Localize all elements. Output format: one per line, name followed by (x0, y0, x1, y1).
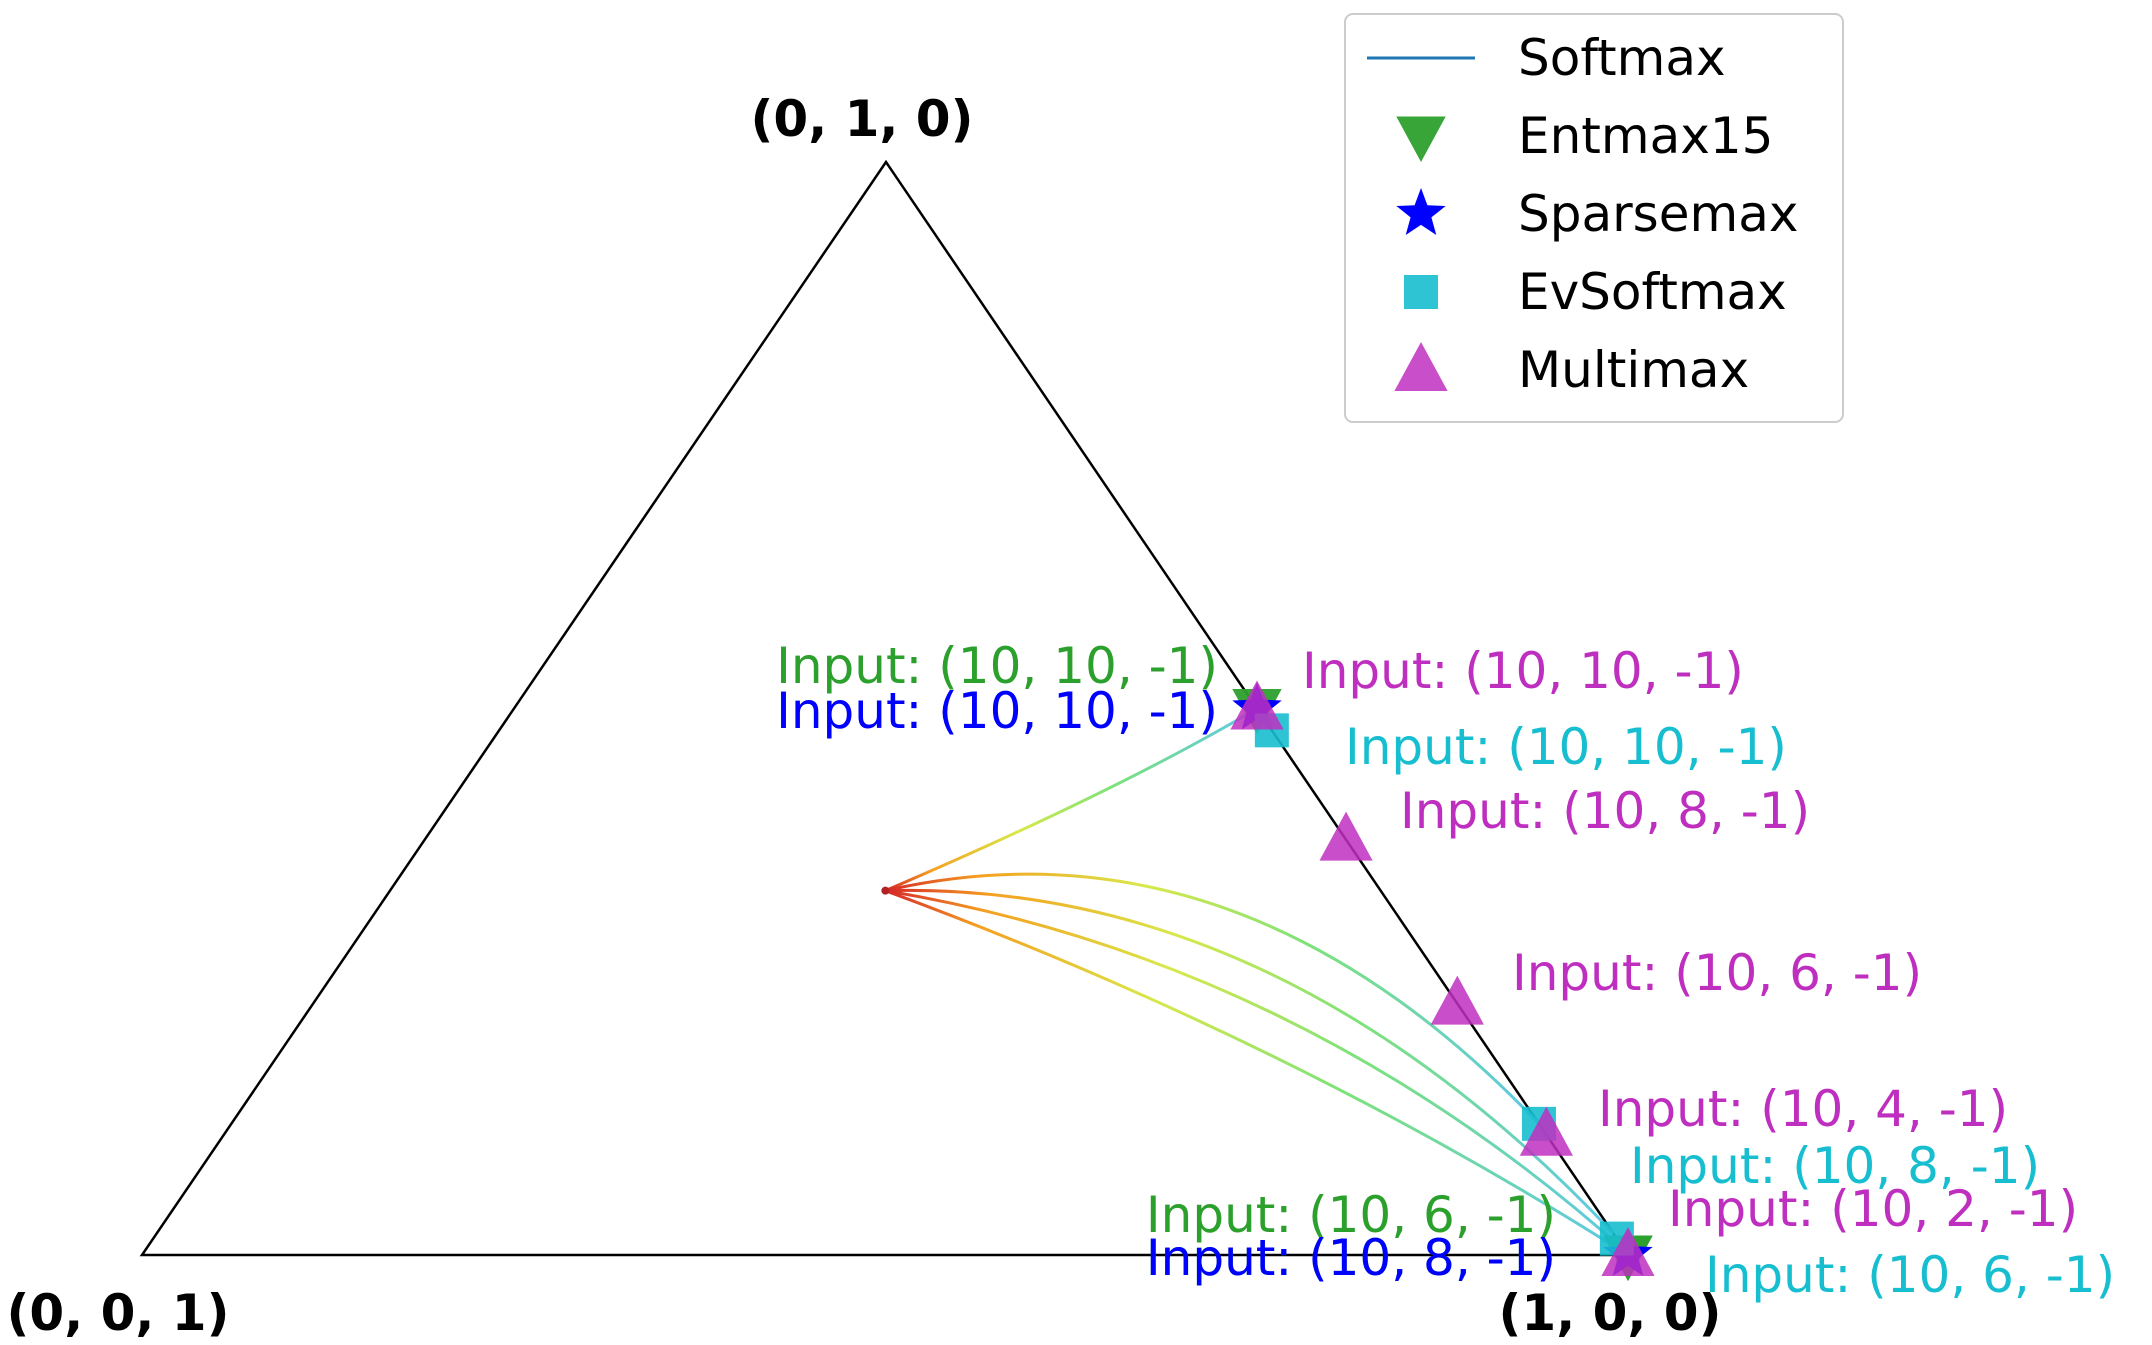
annotation-label: Input: (10, 8, -1) (1146, 1229, 1556, 1287)
legend-label: Multimax (1518, 341, 1749, 399)
annotation-label: Input: (10, 6, -1) (1146, 1186, 1556, 1244)
annotation-label: Input: (10, 6, -1) (1512, 944, 1922, 1002)
legend-entry: Softmax (1367, 29, 1726, 87)
legend: Softmax Entmax15 Sparsemax EvSoftmax Multima… (1344, 13, 1844, 423)
legend-label: Softmax (1518, 29, 1726, 87)
multimax-point (1230, 680, 1284, 730)
annotation-label: Input: (10, 2, -1) (1668, 1180, 2078, 1238)
softmax-path (885, 889, 1627, 1253)
annotation-label: Input: (10, 4, -1) (1598, 1080, 2008, 1138)
annotation-label: Input: (10, 8, -1) (1630, 1137, 2040, 1195)
annotation-label: Input: (10, 8, -1) (1400, 782, 1810, 840)
series-markers (1230, 680, 1655, 1281)
vertex-label-bottom-right: (1, 0, 0) (1499, 1284, 1722, 1342)
softmax-path (885, 872, 1541, 1125)
multimax-point (1519, 1106, 1573, 1156)
legend-label: Sparsemax (1518, 185, 1798, 243)
softmax-start-point (881, 886, 890, 895)
annotation-label: Input: (10, 8, -1) (1146, 1229, 1556, 1287)
legend-marker-swatch (1404, 275, 1438, 309)
softmax-paths (881, 707, 1629, 1257)
vertex-label-bottom-left: (0, 0, 1) (7, 1284, 230, 1342)
vertex-label-top: (0, 1, 0) (751, 90, 974, 148)
legend-marker-swatch (1394, 342, 1448, 391)
legend-marker-swatch (1396, 116, 1446, 162)
annotation-label: Input: (10, 6, -1) (1705, 1246, 2115, 1304)
legend-entry: Entmax15 (1396, 107, 1773, 165)
legend-entry: Sparsemax (1396, 185, 1798, 243)
softmax-path (884, 707, 1258, 893)
legend-entry: Multimax (1394, 341, 1749, 399)
legend-frame (1344, 13, 1844, 423)
annotation-label: Input: (10, 10, -1) (1345, 718, 1787, 776)
legend-label: EvSoftmax (1518, 263, 1787, 321)
annotation-label: Input: (10, 10, -1) (776, 682, 1218, 740)
softmax-path (884, 889, 1629, 1257)
softmax-path (885, 888, 1615, 1235)
legend-marker-swatch (1396, 188, 1446, 235)
annotations: Input: (10, 10, -1)Input: (10, 10, -1)In… (776, 637, 2115, 1304)
legend-label: Entmax15 (1518, 107, 1773, 165)
multimax-point (1430, 975, 1484, 1025)
legend-entry: EvSoftmax (1404, 263, 1787, 321)
annotation-label: Input: (10, 10, -1) (776, 637, 1218, 695)
multimax-point (1319, 811, 1373, 861)
multimax-point (1601, 1227, 1655, 1276)
annotation-label: Input: (10, 10, -1) (1302, 642, 1744, 700)
